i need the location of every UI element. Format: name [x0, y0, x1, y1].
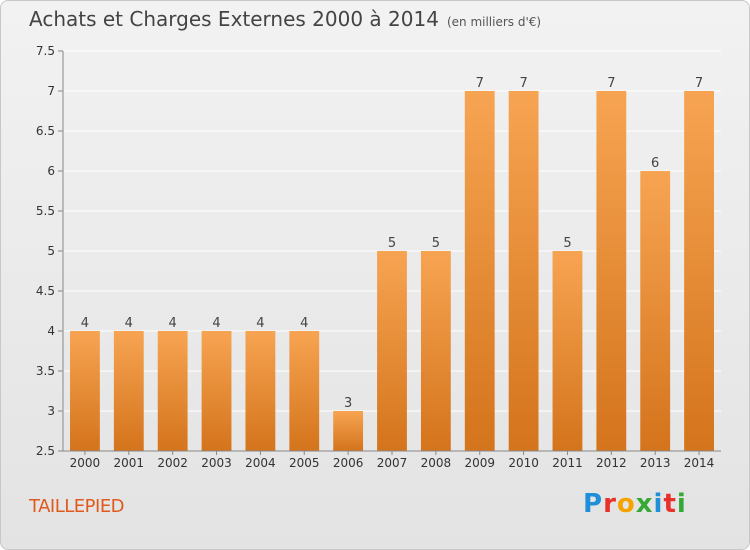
logo-letter: i [653, 489, 664, 519]
bar-value-label: 4 [256, 316, 264, 331]
logo-letter: t [663, 489, 677, 519]
bar [333, 411, 364, 451]
bar [640, 171, 671, 451]
bar [596, 91, 627, 451]
bar [157, 331, 188, 451]
x-tick-label: 2006 [333, 456, 364, 470]
y-tick-label: 6.5 [36, 124, 55, 138]
x-tick-label: 2007 [377, 456, 408, 470]
bar-value-label: 6 [651, 156, 659, 171]
bar-value-label: 5 [563, 236, 571, 251]
y-tick-label: 3.5 [36, 364, 55, 378]
y-tick-label: 5 [47, 244, 55, 258]
bar [420, 251, 451, 451]
x-tick-label: 2003 [201, 456, 232, 470]
bar-value-label: 4 [169, 316, 177, 331]
bar-value-label: 4 [81, 316, 89, 331]
x-tick-label: 2002 [157, 456, 188, 470]
y-tick-label: 2.5 [36, 444, 55, 458]
x-tick-label: 2012 [596, 456, 627, 470]
y-tick-label: 3 [47, 404, 55, 418]
y-tick-label: 5.5 [36, 204, 55, 218]
x-tick-label: 2001 [114, 456, 145, 470]
bar-value-label: 5 [432, 236, 440, 251]
logo-letter: P [583, 489, 604, 519]
bar-value-label: 7 [519, 76, 527, 91]
chart-unit: (en milliers d'€) [446, 15, 542, 29]
bar [508, 91, 539, 451]
x-tick-label: 2013 [640, 456, 671, 470]
y-tick-label: 4.5 [36, 284, 55, 298]
x-tick-label: 2004 [245, 456, 276, 470]
y-tick-label: 6 [47, 164, 55, 178]
bar [70, 331, 100, 451]
bar-value-label: 7 [607, 76, 615, 91]
x-tick-label: 2000 [70, 456, 101, 470]
logo-letter: r [603, 489, 617, 519]
commune-name: TAILLEPIED [29, 496, 125, 517]
bar-value-label: 3 [344, 396, 352, 411]
x-tick-label: 2010 [508, 456, 539, 470]
proxiti-logo: Proxiti [583, 489, 687, 519]
x-tick-label: 2005 [289, 456, 320, 470]
x-tick-label: 2009 [464, 456, 495, 470]
bar [201, 331, 232, 451]
axes: 2.5 3 3.5 4 4.5 5 5.5 6 6.5 7 7.5 2000 2001 2002 2003 2… [36, 44, 721, 470]
bar-value-label: 4 [300, 316, 308, 331]
x-tick-label: 2011 [552, 456, 583, 470]
bar [377, 251, 407, 451]
bar-value-label: 7 [476, 76, 484, 91]
logo-letter: x [635, 489, 654, 519]
y-tick-label: 7 [47, 84, 55, 98]
logo-letter: i [676, 489, 687, 519]
data-labels: 4 4 4 4 4 4 3 5 5 7 7 5 7 6 7 [81, 76, 703, 411]
bar-value-label: 4 [125, 316, 133, 331]
x-tick-label: 2014 [684, 456, 715, 470]
x-tick-label: 2008 [421, 456, 452, 470]
logo-letter: o [616, 489, 636, 519]
bar [113, 331, 144, 451]
bars [70, 91, 714, 451]
chart-title-text: Achats et Charges Externes 2000 à 2014 [29, 7, 439, 31]
chart-title: Achats et Charges Externes 2000 à 2014 (e… [29, 7, 541, 31]
bar-value-label: 4 [212, 316, 220, 331]
bar [464, 91, 495, 451]
bar [552, 251, 583, 451]
y-tick-label: 4 [47, 324, 55, 338]
bar [684, 91, 714, 451]
bar-value-label: 7 [695, 76, 703, 91]
bar [245, 331, 276, 451]
bar-value-label: 5 [388, 236, 396, 251]
y-tick-label: 7.5 [36, 44, 55, 58]
bar [289, 331, 320, 451]
